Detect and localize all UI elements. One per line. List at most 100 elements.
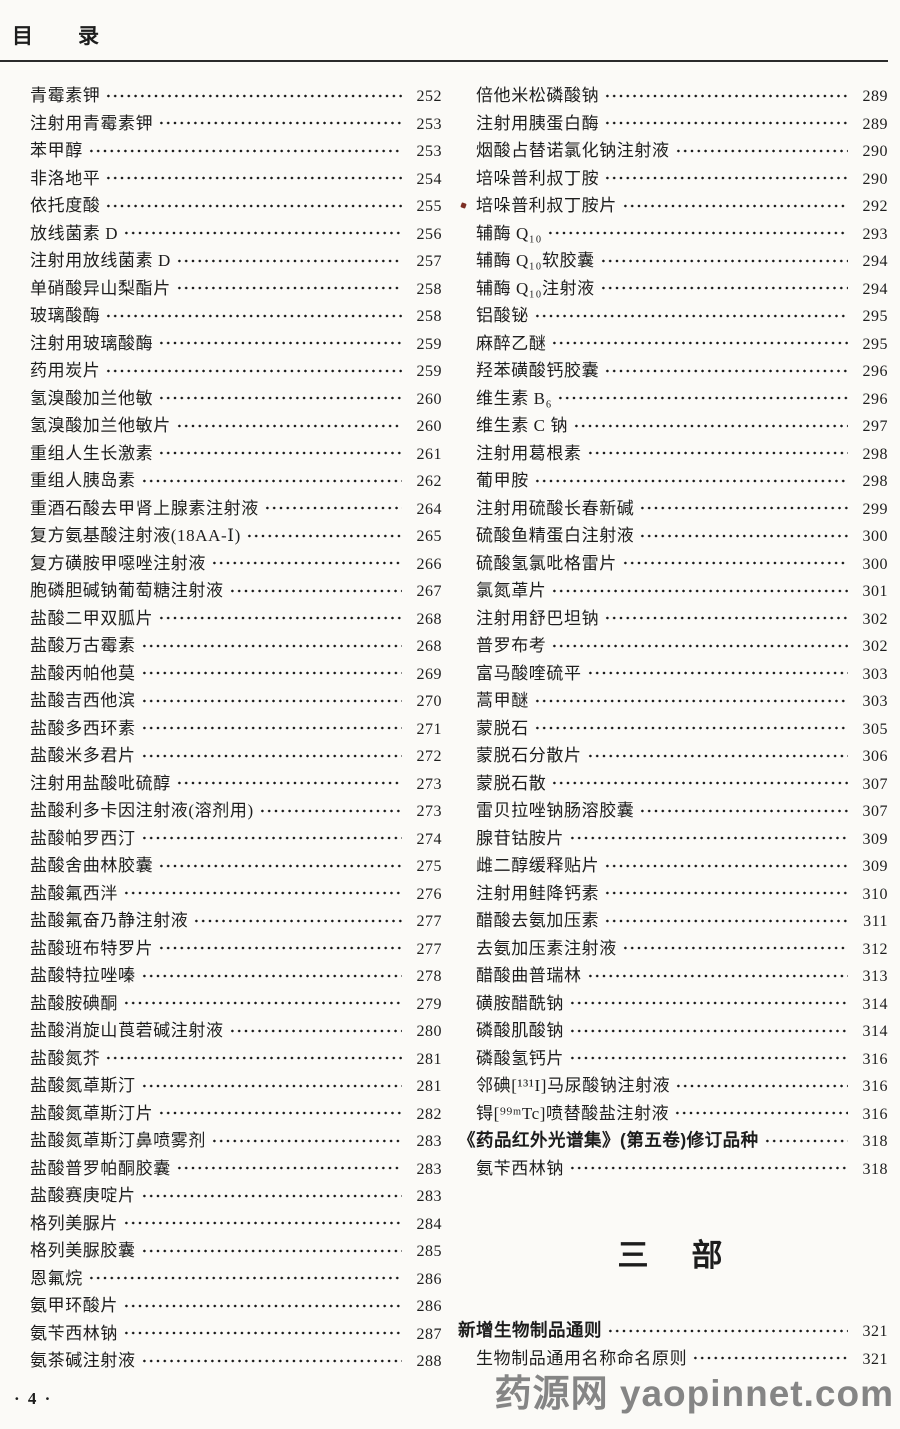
- toc-entry: 注射用胰蛋白酶 289: [458, 110, 888, 138]
- page-number: 283: [416, 1188, 442, 1205]
- entry-title: 非洛地平: [30, 168, 101, 188]
- page-number: 303: [862, 693, 888, 710]
- page-number: 256: [416, 225, 442, 243]
- toc-entry: 玻璃酸酶 258: [12, 302, 442, 330]
- toc-entry: 重酒石酸去甲肾上腺素注射液 264: [12, 495, 442, 523]
- entry-title: 邻碘[¹³¹I]马尿酸钠注射液: [476, 1076, 671, 1095]
- page-number: 273: [416, 803, 442, 820]
- dot-leader: [175, 781, 402, 786]
- toc-entry: 盐酸班布特罗片 277: [12, 935, 442, 963]
- entry-title: 腺苷钴胺片: [476, 828, 564, 848]
- page-number: 258: [416, 308, 442, 325]
- entry-title: 磷酸氢钙片: [476, 1048, 564, 1068]
- toc-entry: 辅酶 Q₁₀注射液 294: [458, 275, 888, 303]
- dot-leader: [140, 973, 402, 978]
- entry-title: 蒿甲醚: [476, 691, 529, 710]
- dot-leader: [639, 808, 848, 813]
- page-number: 281: [416, 1078, 442, 1095]
- page-number: 309: [862, 830, 888, 848]
- page-title: 目 录: [12, 24, 100, 48]
- dot-leader: [569, 1028, 848, 1033]
- toc-entry: 硫酸氢氯吡格雷片 300: [458, 550, 888, 578]
- entry-title: 盐酸氮䓬斯汀: [30, 1076, 136, 1095]
- page-number: 321: [862, 1350, 888, 1368]
- toc-entry: 氨甲环酸片 286: [12, 1292, 442, 1320]
- toc-entry: 盐酸氮䓬斯汀片 282: [12, 1100, 442, 1128]
- page-number: 310: [862, 885, 888, 903]
- dot-leader: [158, 616, 402, 621]
- entry-title: 盐酸氟西泮: [30, 883, 118, 903]
- dot-leader: [604, 368, 848, 373]
- page-number: 287: [416, 1325, 442, 1343]
- toc-entry: 维生素 C 钠 297: [458, 412, 888, 440]
- page-number: 296: [862, 363, 888, 380]
- toc-entry: 盐酸消旋山莨菪碱注射液 280: [12, 1017, 442, 1045]
- entry-title: 盐酸特拉唑嗪: [30, 966, 136, 985]
- dot-leader: [105, 176, 402, 181]
- toc-entry: 富马酸喹硫平 303: [458, 660, 888, 688]
- toc-entry: 依托度酸 255: [12, 192, 442, 220]
- dot-leader: [639, 533, 848, 538]
- entry-title: 氢溴酸加兰他敏: [30, 388, 154, 408]
- entry-title: 富马酸喹硫平: [476, 663, 582, 683]
- entry-title: 复方磺胺甲噁唑注射液: [30, 553, 206, 573]
- dot-leader: [105, 368, 402, 373]
- entry-title: 恩氟烷: [30, 1268, 83, 1288]
- dot-leader: [604, 891, 848, 896]
- dot-leader: [140, 836, 402, 841]
- page-number: 262: [416, 473, 442, 490]
- toc-entry: 辅酶 Q₁₀软胶囊 294: [458, 247, 888, 275]
- entry-title: 依托度酸: [30, 196, 101, 215]
- toc-entry: 生物制品通用名称命名原则 321: [458, 1345, 888, 1373]
- page-number: 259: [416, 335, 442, 353]
- page-number: 265: [416, 528, 442, 545]
- dot-leader: [533, 478, 848, 483]
- entry-title: 盐酸吉西他滨: [30, 691, 136, 710]
- entry-title: 蒙脱石: [476, 718, 529, 738]
- page-number: 298: [862, 445, 888, 463]
- entry-title: 盐酸消旋山莨菪碱注射液: [30, 1021, 224, 1040]
- entry-title: 硫酸鱼精蛋白注射液: [476, 526, 635, 545]
- page-number: 290: [862, 143, 888, 160]
- page-number: 295: [862, 335, 888, 353]
- dot-leader: [158, 341, 402, 346]
- entry-title: 硫酸氢氯吡格雷片: [476, 553, 617, 573]
- toc-entry: 氨苄西林钠 318: [458, 1155, 888, 1183]
- entry-title: 辅酶 Q₁₀: [476, 223, 542, 243]
- part-three-heading: 三 部: [617, 1238, 729, 1273]
- watermark-text: 药源网 yaopinnet.com: [494, 1373, 894, 1414]
- dot-leader: [551, 781, 848, 786]
- dot-leader: [105, 203, 402, 208]
- dot-leader: [158, 396, 402, 401]
- dot-leader: [140, 1248, 402, 1253]
- toc-entry: 普罗布考 302: [458, 632, 888, 660]
- dot-leader: [569, 1166, 848, 1171]
- dot-leader: [175, 423, 402, 428]
- toc-right-column: 倍他米松磷酸钠 289 注射用胰蛋白酶 289 烟酸占替诺氯化钠注射液 290: [458, 82, 888, 1375]
- dot-leader: [105, 313, 402, 318]
- entry-title: 磺胺醋酰钠: [476, 993, 564, 1013]
- toc-entry: 盐酸舍曲林胶囊 275: [12, 852, 442, 880]
- page-number: 253: [416, 143, 442, 160]
- toc-entry: 腺苷钴胺片 309: [458, 825, 888, 853]
- dot-leader: [604, 616, 848, 621]
- toc-entry: 氨苄西林钠 287: [12, 1320, 442, 1348]
- entry-title: 铝酸铋: [476, 306, 529, 325]
- toc-entry: 复方磺胺甲噁唑注射液 266: [12, 550, 442, 578]
- page-number: 301: [862, 583, 888, 600]
- entry-title: 盐酸帕罗西汀: [30, 828, 136, 848]
- dot-leader: [604, 121, 848, 126]
- page-number: 258: [416, 280, 442, 298]
- toc-entry: 蒙脱石 305: [458, 715, 888, 743]
- dot-leader: [586, 451, 848, 456]
- folio-page-number: · 4 ·: [14, 1389, 53, 1408]
- toc-entry: 盐酸氮芥 281: [12, 1045, 442, 1073]
- page-number: 292: [862, 198, 888, 215]
- page-number: 284: [416, 1215, 442, 1233]
- toc-entry: 磷酸肌酸钠 314: [458, 1017, 888, 1045]
- page-number: 300: [862, 528, 888, 545]
- dot-leader: [140, 478, 402, 483]
- entry-title: 维生素 C 钠: [476, 416, 569, 435]
- dot-leader: [158, 1111, 402, 1116]
- dot-leader: [569, 1001, 848, 1006]
